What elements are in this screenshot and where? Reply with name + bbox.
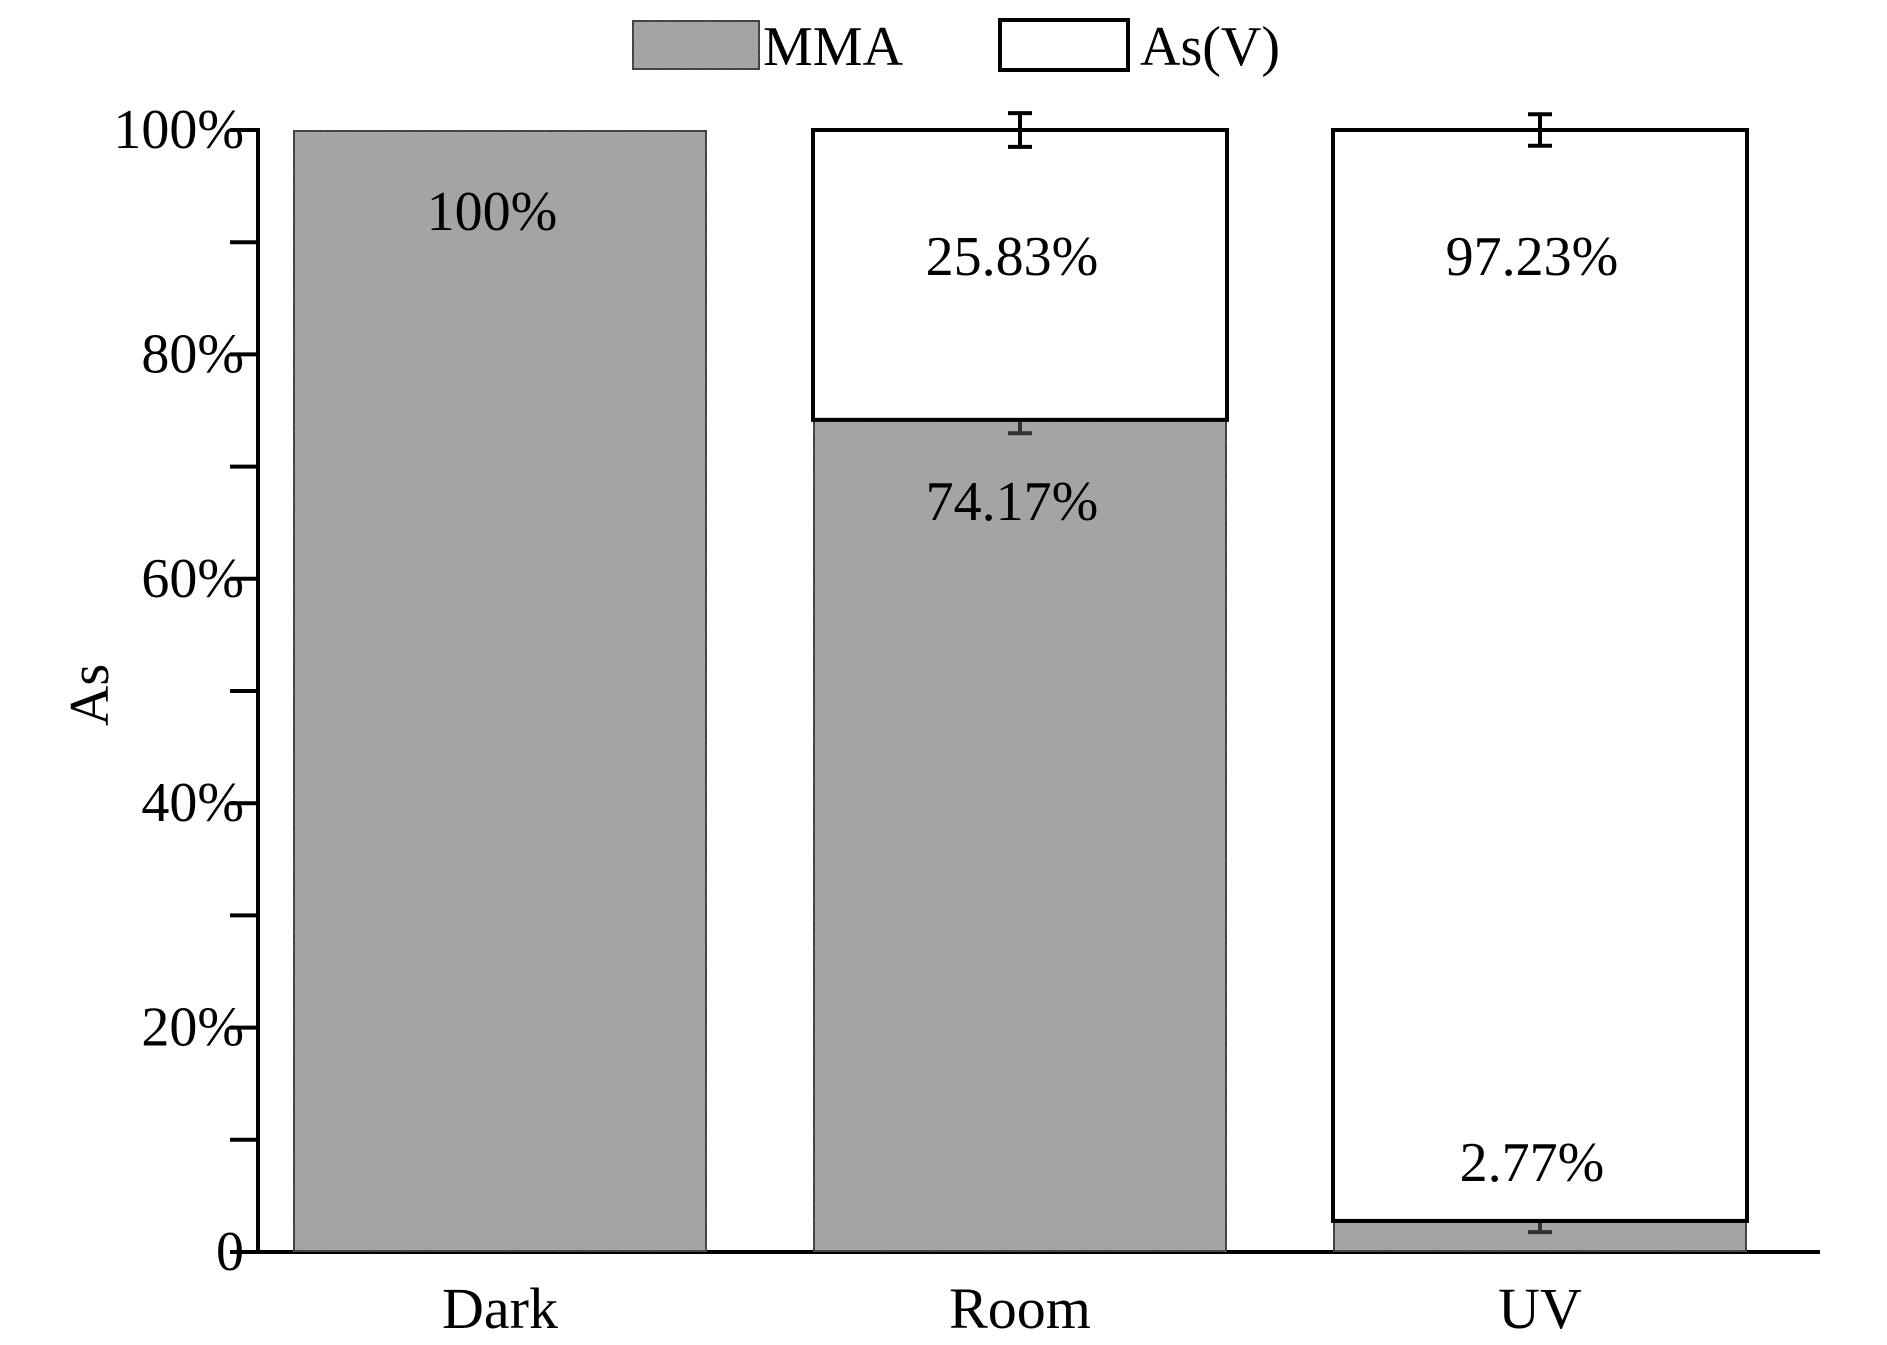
legend-label: MMA: [763, 16, 904, 78]
bars: [291, 111, 1749, 1255]
legend: MMA As(V): [630, 16, 1280, 78]
bar-mma-room: [811, 417, 1229, 1254]
y-tick-label: 80%: [141, 323, 244, 385]
data-label: 2.77%: [1460, 1132, 1605, 1194]
bar-mma-dark: [291, 128, 709, 1254]
data-label: 74.17%: [926, 471, 1099, 533]
data-labels: 100% 74.17% 25.83% 2.77% 97.23%: [427, 181, 1619, 1194]
y-tick-label: 40%: [141, 772, 244, 834]
bar-asv-uv: [1331, 128, 1749, 1223]
legend-swatch: [630, 18, 762, 72]
axes: 0 20% 40% 60% 80% 100% As Dark Room UV: [59, 99, 1820, 1341]
x-tick-label: UV: [1498, 1276, 1582, 1341]
x-tick-label: Room: [949, 1276, 1091, 1341]
legend-label: As(V): [1140, 16, 1280, 78]
y-tick-label: 60%: [141, 548, 244, 610]
y-axis-label: As: [59, 664, 121, 726]
data-label: 97.23%: [1446, 226, 1619, 288]
bar-asv-room: [811, 128, 1229, 422]
y-tick-label: 20%: [141, 997, 244, 1059]
data-label: 25.83%: [926, 226, 1099, 288]
y-tick-label: 0: [216, 1221, 244, 1283]
data-label: 100%: [427, 181, 558, 243]
x-tick-label: Dark: [442, 1276, 558, 1341]
legend-swatch: [998, 18, 1130, 72]
y-tick-label: 100%: [113, 99, 244, 161]
